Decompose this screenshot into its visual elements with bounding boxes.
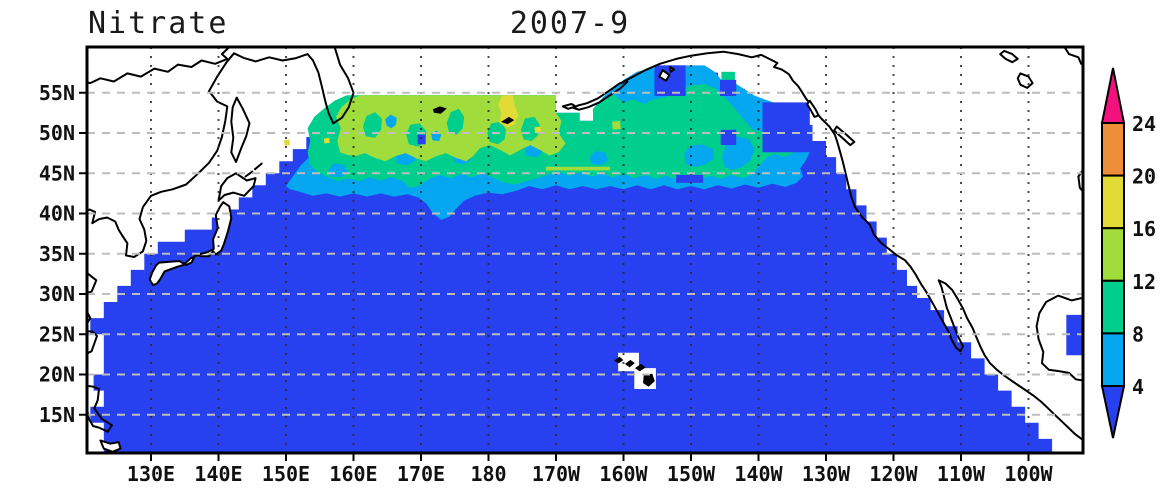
contour-region-8-12: [520, 116, 540, 141]
coastline-lake-athabasca: [1016, 72, 1034, 89]
coastline-kamchatka-okhotsk-japan-sea-korea: [87, 47, 355, 258]
coastline-kuril-2: [254, 162, 263, 171]
colorbar-segment-top: [1100, 67, 1126, 124]
coastline-kodiak: [658, 69, 671, 82]
coastline-honshu-shikoku-kyushu: [148, 201, 233, 287]
lon-tick-label: 180: [470, 462, 506, 486]
coastline-kuril-1: [244, 170, 254, 178]
lon-tick-label: 150E: [262, 462, 310, 486]
island-hawaii-big-island: [643, 373, 655, 387]
contour-region-12-16: [612, 120, 621, 130]
lon-tick-label: 170E: [397, 462, 445, 486]
colorbar-segment: [1101, 122, 1125, 177]
contour-region-16-20: [534, 126, 542, 133]
contour-region-16-20: [323, 137, 330, 144]
contour-region-12-16: [545, 166, 610, 171]
lon-tick-label: 130W: [802, 462, 851, 486]
colorbar-segment: [1101, 227, 1125, 282]
lon-tick-label: 170W: [532, 462, 581, 486]
lon-tick-label: 160W: [599, 462, 648, 486]
contour-region-4-8: [684, 144, 714, 167]
figure-title-period: 2007-9: [509, 6, 631, 41]
colorbar-tick-label: 4: [1132, 375, 1144, 399]
colorbar-segment: [1101, 279, 1125, 335]
coastline-afognak: [669, 66, 676, 73]
contour-region-0-4: [676, 174, 704, 183]
lon-tick-label: 130E: [127, 462, 175, 486]
contour-region-0-4: [417, 134, 426, 145]
lon-tick-label: 110W: [937, 462, 986, 486]
lat-tick-label: 30N: [39, 282, 75, 306]
lat-tick-label: 50N: [39, 121, 75, 145]
island-kauai: [613, 356, 624, 364]
coastline-visayas: [99, 439, 122, 453]
colorbar-tick-label: 24: [1132, 112, 1156, 136]
coastline-alaska-peninsula: [572, 80, 629, 111]
island-amchitka: [501, 116, 515, 125]
colorbar-tick-label: 12: [1132, 270, 1156, 294]
lat-tick-label: 45N: [39, 161, 75, 185]
lon-tick-label: 150W: [667, 462, 716, 486]
lat-tick-label: 35N: [39, 242, 75, 266]
colorbar: 24 20 16 12 8 4: [1100, 67, 1156, 439]
contour-region-4-8: [589, 150, 609, 166]
coastline-hokkaido: [217, 172, 257, 202]
lat-tick-label: 40N: [39, 202, 75, 226]
coastline-great-slave-lake: [999, 49, 1019, 64]
lat-tick-label: 15N: [39, 403, 75, 427]
colorbar-tick-label: 16: [1132, 217, 1156, 241]
colorbar-tick-label: 8: [1132, 322, 1144, 346]
coastline-taiwan: [87, 330, 98, 355]
coastline-vancouver-island: [833, 125, 856, 147]
colorbar-tick-label: 20: [1132, 165, 1156, 189]
lon-tick-label: 140W: [734, 462, 783, 486]
coastline-china-coast-1: [87, 271, 98, 295]
contour-region-8-12: [446, 108, 465, 135]
contour-region-0-4: [762, 102, 810, 153]
figure-title-variable: Nitrate: [88, 6, 229, 41]
coastline-sakhalin: [230, 96, 251, 163]
lon-tick-label: 160E: [329, 462, 377, 486]
lat-tick-label: 55N: [39, 81, 75, 105]
contour-region-16-20: [498, 95, 519, 128]
lon-tick-label: 100W: [1004, 462, 1053, 486]
island-maui: [634, 363, 646, 372]
contour-region-16-20: [284, 139, 290, 146]
coastline-siberia-northeast: [87, 47, 230, 85]
island-oahu: [624, 359, 635, 368]
lat-tick-label: 25N: [39, 322, 75, 346]
lat-tick-label: 20N: [39, 363, 75, 387]
lon-tick-label: 140E: [194, 462, 242, 486]
contour-region-0-4: [1066, 314, 1083, 356]
coastline-luzon: [87, 384, 113, 433]
colorbar-segment: [1101, 332, 1125, 387]
coastline-alaska-northamerica-coast: [619, 50, 1083, 442]
coastline-gulf-of-mexico-coast: [1035, 294, 1083, 382]
coastline-haida-gwaii: [806, 99, 820, 118]
coastline-unimak: [561, 103, 577, 110]
contour-region-8-12: [363, 112, 382, 138]
colorbar-segment: [1101, 174, 1125, 230]
island-attu: [432, 106, 447, 114]
contour-region-4-8: [385, 114, 397, 129]
colorbar-segment-bottom: [1100, 385, 1126, 439]
lon-tick-label: 120W: [869, 462, 918, 486]
map-content: [87, 47, 1083, 453]
map-frame: [85, 45, 1085, 455]
